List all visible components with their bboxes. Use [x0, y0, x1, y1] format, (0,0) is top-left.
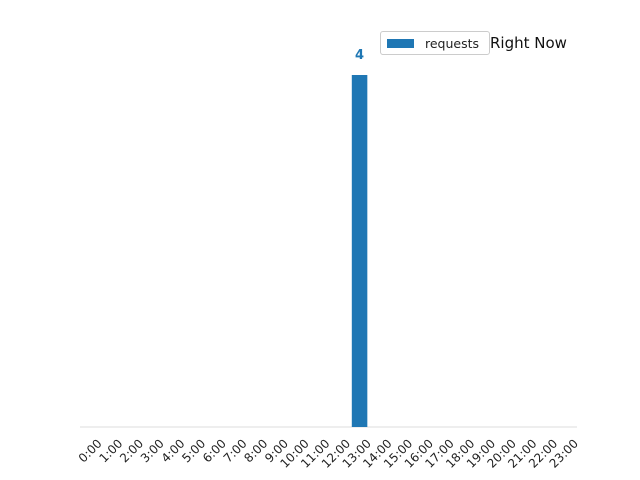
x-tick-labels: 0:001:002:003:004:005:006:007:008:009:00…: [76, 436, 581, 470]
value-labels-group: 4: [355, 48, 364, 63]
legend-label-requests: requests: [425, 36, 480, 51]
legend: requests: [380, 31, 490, 55]
bar-13-00: [351, 75, 368, 427]
bars-group: [351, 75, 368, 427]
legend-swatch-requests: [387, 39, 414, 48]
chart-title: Right Now: [490, 34, 567, 52]
bar-value-label: 4: [355, 48, 364, 63]
